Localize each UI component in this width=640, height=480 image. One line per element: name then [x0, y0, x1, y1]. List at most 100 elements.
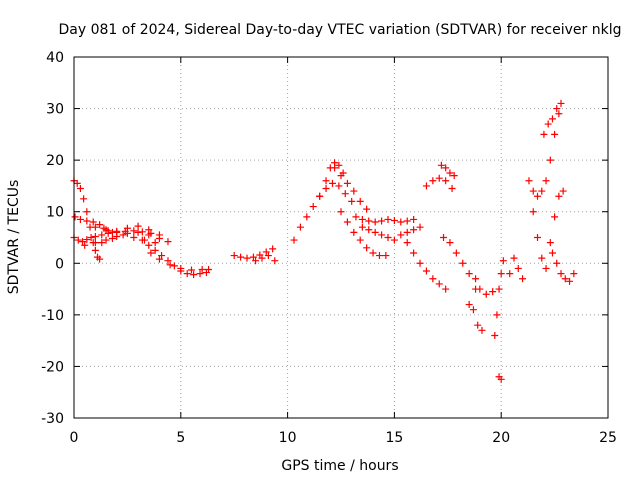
plot-frame: [73, 56, 609, 419]
data-point: [337, 172, 345, 180]
data-point: [147, 249, 155, 257]
x-tick-label: 20: [492, 430, 510, 446]
data-point: [113, 227, 121, 235]
data-point: [553, 105, 561, 113]
data-point: [258, 254, 266, 262]
data-point: [482, 290, 490, 298]
data-point: [158, 252, 166, 260]
data-point: [108, 235, 116, 243]
x-tick-label: 10: [279, 430, 297, 446]
data-point: [403, 217, 411, 225]
data-point: [375, 252, 383, 260]
y-tick-label: 0: [55, 256, 64, 272]
series-arc-24: [495, 373, 505, 383]
data-point: [546, 156, 554, 164]
data-point: [328, 179, 336, 187]
data-point: [98, 231, 106, 239]
data-point: [540, 130, 548, 138]
data-point: [538, 254, 546, 262]
data-point: [390, 216, 398, 224]
data-point: [164, 257, 172, 265]
series-arc-01: [70, 177, 104, 263]
data-point: [145, 241, 153, 249]
series-arc-19: [437, 161, 458, 180]
data-point: [542, 177, 550, 185]
data-point: [91, 239, 99, 247]
data-point: [71, 213, 79, 221]
data-point: [83, 236, 91, 244]
data-point: [205, 265, 213, 273]
data-point: [130, 227, 138, 235]
series-arc-09: [230, 245, 277, 262]
data-point: [79, 238, 87, 246]
data-point: [249, 253, 257, 261]
y-axis-label: SDTVAR / TECUs: [6, 180, 22, 295]
data-point: [519, 275, 527, 283]
data-point: [566, 277, 574, 285]
data-point: [96, 221, 104, 229]
data-point: [335, 161, 343, 169]
data-point: [271, 257, 279, 265]
series-arc-07: [138, 236, 210, 279]
data-point: [230, 252, 238, 260]
y-tick-label: 40: [46, 50, 64, 66]
data-point: [557, 270, 565, 278]
series-arc-28: [542, 187, 567, 272]
data-point: [435, 280, 443, 288]
data-point: [358, 223, 366, 231]
data-point: [491, 331, 499, 339]
data-point: [371, 218, 379, 226]
data-point: [378, 217, 386, 225]
data-point: [551, 130, 559, 138]
series-arc-30: [529, 208, 546, 262]
data-point: [570, 270, 578, 278]
data-point: [316, 192, 324, 200]
data-point: [435, 174, 443, 182]
data-point: [546, 239, 554, 247]
data-point: [198, 265, 206, 273]
data-point: [91, 232, 99, 240]
data-point: [145, 226, 153, 234]
data-point: [134, 222, 142, 230]
data-point: [553, 259, 561, 267]
data-point: [87, 234, 95, 241]
data-point: [450, 172, 458, 180]
data-point: [322, 177, 330, 185]
y-tick-label: 10: [46, 205, 64, 221]
data-point: [476, 285, 484, 293]
data-point: [309, 203, 317, 211]
data-point: [506, 270, 514, 278]
data-point: [337, 208, 345, 216]
data-point: [442, 285, 450, 293]
data-point: [352, 213, 360, 221]
data-point: [410, 226, 418, 234]
data-point: [499, 257, 507, 265]
data-point: [495, 285, 503, 293]
x-tick-label: 5: [176, 430, 185, 446]
data-point: [243, 254, 251, 262]
data-point: [335, 182, 343, 190]
data-point: [98, 239, 106, 247]
data-point: [80, 195, 88, 203]
data-point: [397, 231, 405, 239]
data-point: [557, 99, 565, 107]
data-point: [397, 218, 405, 226]
data-point: [343, 179, 351, 187]
data-point: [559, 187, 567, 195]
data-point: [525, 177, 533, 185]
data-point: [551, 213, 559, 221]
data-point: [91, 223, 99, 231]
data-point: [73, 179, 81, 187]
data-point: [166, 261, 174, 269]
data-point: [534, 192, 542, 200]
series-arc-25: [506, 254, 527, 283]
data-point: [429, 177, 437, 185]
data-point: [514, 264, 522, 272]
data-point: [151, 239, 159, 247]
series-arc-02: [71, 213, 116, 236]
data-point: [237, 253, 245, 261]
data-point: [384, 234, 392, 241]
data-point: [446, 239, 454, 247]
data-point: [155, 235, 163, 243]
data-point: [290, 236, 298, 244]
